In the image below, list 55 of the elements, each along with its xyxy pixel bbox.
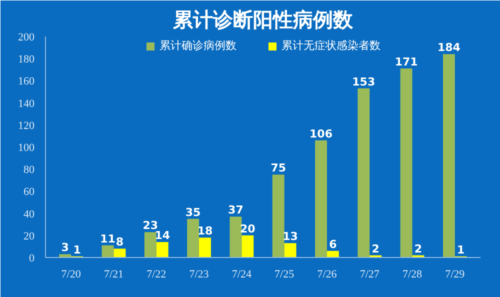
bar: [156, 242, 168, 258]
data-label: 35: [185, 206, 201, 219]
y-tick-label: 120: [18, 120, 35, 132]
bar: [144, 232, 156, 258]
data-label: 11: [100, 232, 116, 246]
data-label: 106: [310, 127, 333, 140]
data-label: 6: [329, 238, 338, 251]
legend-label: 累计无症状感染者数: [282, 38, 380, 53]
data-label: 75: [270, 162, 286, 175]
bar: [114, 248, 126, 258]
data-label: 184: [437, 41, 461, 54]
bar: [315, 140, 327, 258]
bar: [326, 250, 339, 258]
y-tick-label: 160: [18, 76, 35, 88]
bar: [230, 216, 242, 258]
bar: [272, 174, 284, 258]
bar: [102, 245, 114, 258]
bar: [442, 54, 455, 258]
y-tick-label: 60: [24, 186, 35, 198]
bar: [242, 235, 254, 258]
data-label: 3: [61, 241, 69, 254]
data-label: 171: [394, 56, 418, 69]
data-label: 2: [372, 242, 380, 256]
data-label: 1: [73, 243, 81, 256]
data-label: 8: [116, 236, 124, 249]
data-label: 2: [414, 242, 422, 256]
y-tick-label: 40: [24, 208, 35, 220]
legend-label: 累计确诊病例数: [160, 38, 236, 53]
x-tick-label: 7/25: [274, 268, 295, 280]
y-tick-label: 140: [18, 98, 35, 110]
bar: [59, 254, 72, 258]
data-label: 153: [352, 75, 376, 88]
bar: [199, 238, 211, 258]
bar: [284, 243, 296, 258]
data-label: 1: [457, 243, 465, 256]
x-tick-label: 7/27: [360, 268, 380, 280]
x-tick-label: 7/20: [61, 268, 82, 280]
y-tick-label: 180: [18, 54, 35, 66]
x-tick-label: 7/28: [402, 268, 423, 280]
bar: [400, 68, 412, 258]
x-tick-label: 7/21: [104, 268, 124, 280]
chart-title: 累计诊断阳性病例数: [172, 8, 354, 32]
x-tick-label: 7/22: [146, 268, 166, 280]
x-tick-label: 7/29: [445, 268, 466, 280]
y-tick-label: 20: [24, 230, 35, 242]
y-tick-label: 100: [18, 142, 35, 154]
data-label: 37: [228, 204, 244, 217]
bar: [187, 218, 200, 258]
y-tick-label: 80: [24, 164, 35, 176]
y-tick-label: 0: [29, 252, 35, 264]
x-tick-label: 7/26: [317, 268, 338, 280]
y-tick-label: 200: [18, 32, 35, 44]
bar: [358, 88, 370, 258]
x-tick-label: 7/24: [232, 268, 252, 280]
x-tick-label: 7/23: [189, 268, 210, 280]
